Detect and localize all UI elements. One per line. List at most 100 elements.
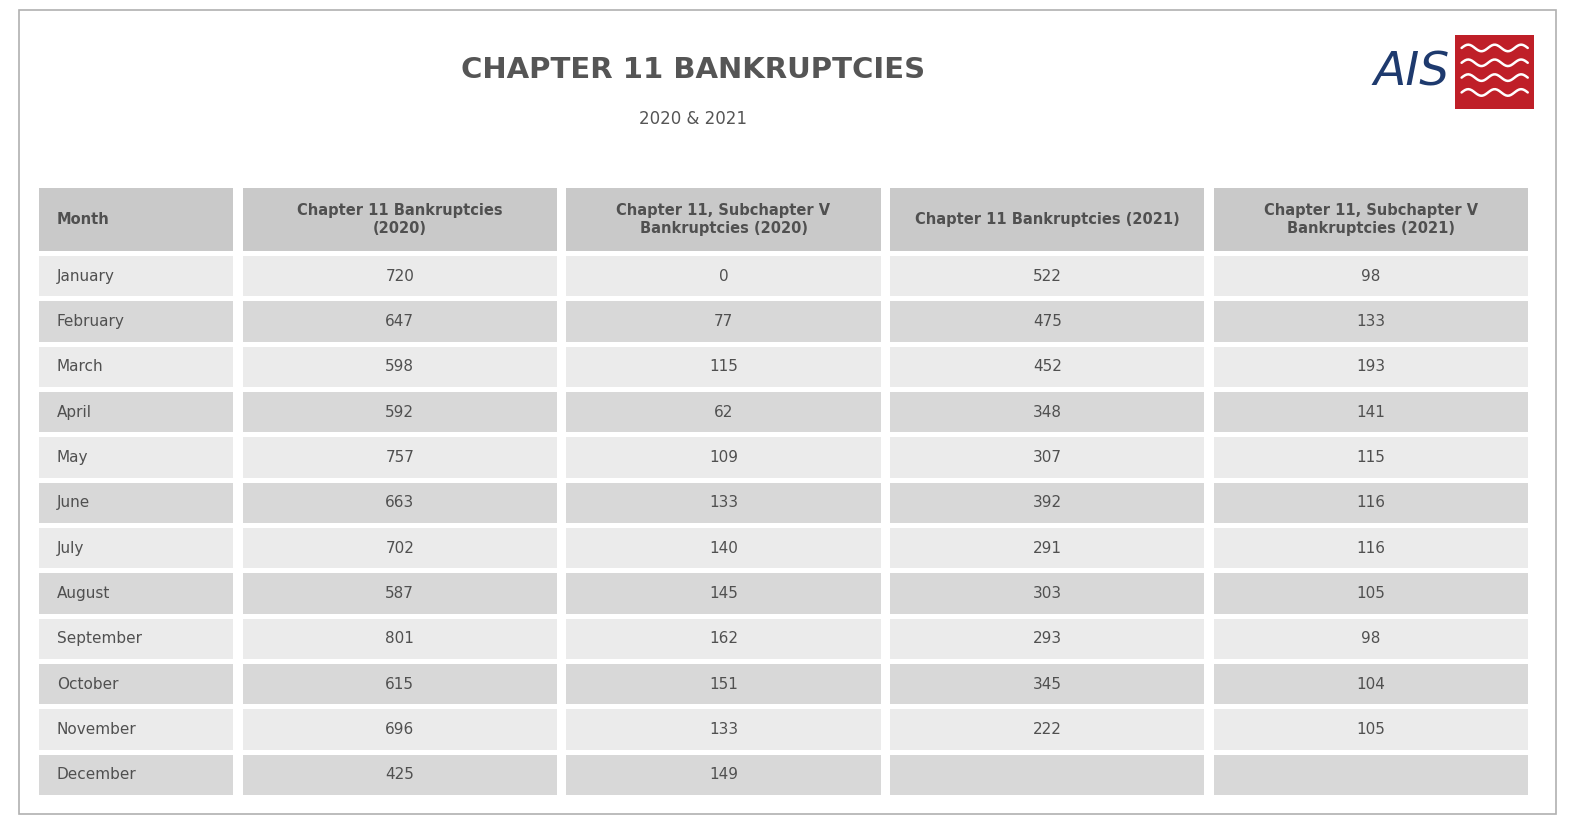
Bar — [243, 256, 558, 297]
Text: 475: 475 — [1033, 314, 1062, 329]
Bar — [243, 574, 558, 614]
Bar — [39, 574, 233, 614]
Bar — [1214, 664, 1528, 705]
Bar — [890, 709, 1205, 750]
Bar — [243, 709, 558, 750]
Text: 62: 62 — [713, 405, 734, 419]
Text: 720: 720 — [386, 269, 414, 283]
Text: 348: 348 — [1033, 405, 1062, 419]
Text: 193: 193 — [1356, 359, 1386, 374]
Bar — [243, 755, 558, 795]
Text: 149: 149 — [709, 767, 739, 783]
Bar — [1214, 528, 1528, 569]
Text: August: August — [57, 586, 110, 601]
Text: 425: 425 — [386, 767, 414, 783]
Bar — [39, 392, 233, 433]
Text: 598: 598 — [386, 359, 414, 374]
Bar — [890, 528, 1205, 569]
Text: AIS: AIS — [1373, 50, 1449, 95]
Text: 133: 133 — [709, 495, 739, 510]
Bar — [890, 256, 1205, 297]
Text: 2020 & 2021: 2020 & 2021 — [639, 110, 747, 129]
Text: 145: 145 — [709, 586, 739, 601]
Text: 133: 133 — [709, 722, 739, 737]
Bar — [243, 302, 558, 342]
Bar — [1214, 302, 1528, 342]
Text: 140: 140 — [709, 541, 739, 555]
Text: 104: 104 — [1356, 677, 1386, 692]
Bar — [567, 256, 880, 297]
Bar — [1214, 619, 1528, 659]
Bar — [567, 619, 880, 659]
Bar — [1214, 347, 1528, 387]
Bar — [1214, 709, 1528, 750]
Bar — [890, 619, 1205, 659]
Text: 105: 105 — [1356, 586, 1386, 601]
Text: July: July — [57, 541, 83, 555]
Bar — [890, 574, 1205, 614]
Text: April: April — [57, 405, 91, 419]
Text: 303: 303 — [1033, 586, 1062, 601]
Text: 757: 757 — [386, 450, 414, 465]
Text: Chapter 11, Subchapter V
Bankruptcies (2021): Chapter 11, Subchapter V Bankruptcies (2… — [1263, 203, 1477, 236]
Bar — [567, 664, 880, 705]
Text: September: September — [57, 631, 142, 646]
Text: 696: 696 — [386, 722, 414, 737]
Bar — [1214, 483, 1528, 523]
Text: Month: Month — [57, 212, 109, 227]
Text: 109: 109 — [709, 450, 739, 465]
Text: 115: 115 — [709, 359, 739, 374]
Text: 116: 116 — [1356, 541, 1386, 555]
Bar — [243, 188, 558, 251]
Text: March: March — [57, 359, 104, 374]
Bar — [39, 619, 233, 659]
Text: 115: 115 — [1356, 450, 1386, 465]
Bar — [567, 438, 880, 478]
Text: 291: 291 — [1033, 541, 1062, 555]
Text: 116: 116 — [1356, 495, 1386, 510]
Bar — [39, 709, 233, 750]
Bar — [890, 664, 1205, 705]
Text: 587: 587 — [386, 586, 414, 601]
Bar — [890, 188, 1205, 251]
Text: 801: 801 — [386, 631, 414, 646]
Bar — [1214, 438, 1528, 478]
Text: 141: 141 — [1356, 405, 1386, 419]
Bar — [39, 347, 233, 387]
Text: 307: 307 — [1033, 450, 1062, 465]
Bar — [1214, 755, 1528, 795]
Text: May: May — [57, 450, 88, 465]
Bar — [39, 438, 233, 478]
Bar — [567, 528, 880, 569]
Text: 522: 522 — [1033, 269, 1062, 283]
Bar — [567, 392, 880, 433]
Text: 392: 392 — [1033, 495, 1062, 510]
Bar — [243, 438, 558, 478]
Bar — [890, 302, 1205, 342]
Bar — [890, 392, 1205, 433]
Bar — [39, 256, 233, 297]
Bar — [567, 483, 880, 523]
Text: 77: 77 — [713, 314, 732, 329]
Bar — [39, 483, 233, 523]
Bar — [39, 755, 233, 795]
Text: 702: 702 — [386, 541, 414, 555]
Bar — [567, 755, 880, 795]
Text: 105: 105 — [1356, 722, 1386, 737]
Bar — [567, 188, 880, 251]
Text: October: October — [57, 677, 118, 692]
Bar — [1214, 392, 1528, 433]
Text: CHAPTER 11 BANKRUPTCIES: CHAPTER 11 BANKRUPTCIES — [461, 56, 925, 84]
Text: 222: 222 — [1033, 722, 1062, 737]
Text: 98: 98 — [1361, 631, 1381, 646]
Text: 293: 293 — [1033, 631, 1062, 646]
Bar — [39, 188, 233, 251]
Bar — [243, 392, 558, 433]
Bar — [890, 438, 1205, 478]
Text: 133: 133 — [1356, 314, 1386, 329]
Bar — [567, 574, 880, 614]
Bar — [243, 528, 558, 569]
Text: Chapter 11 Bankruptcies (2021): Chapter 11 Bankruptcies (2021) — [915, 212, 1180, 227]
Text: 345: 345 — [1033, 677, 1062, 692]
Bar — [890, 755, 1205, 795]
